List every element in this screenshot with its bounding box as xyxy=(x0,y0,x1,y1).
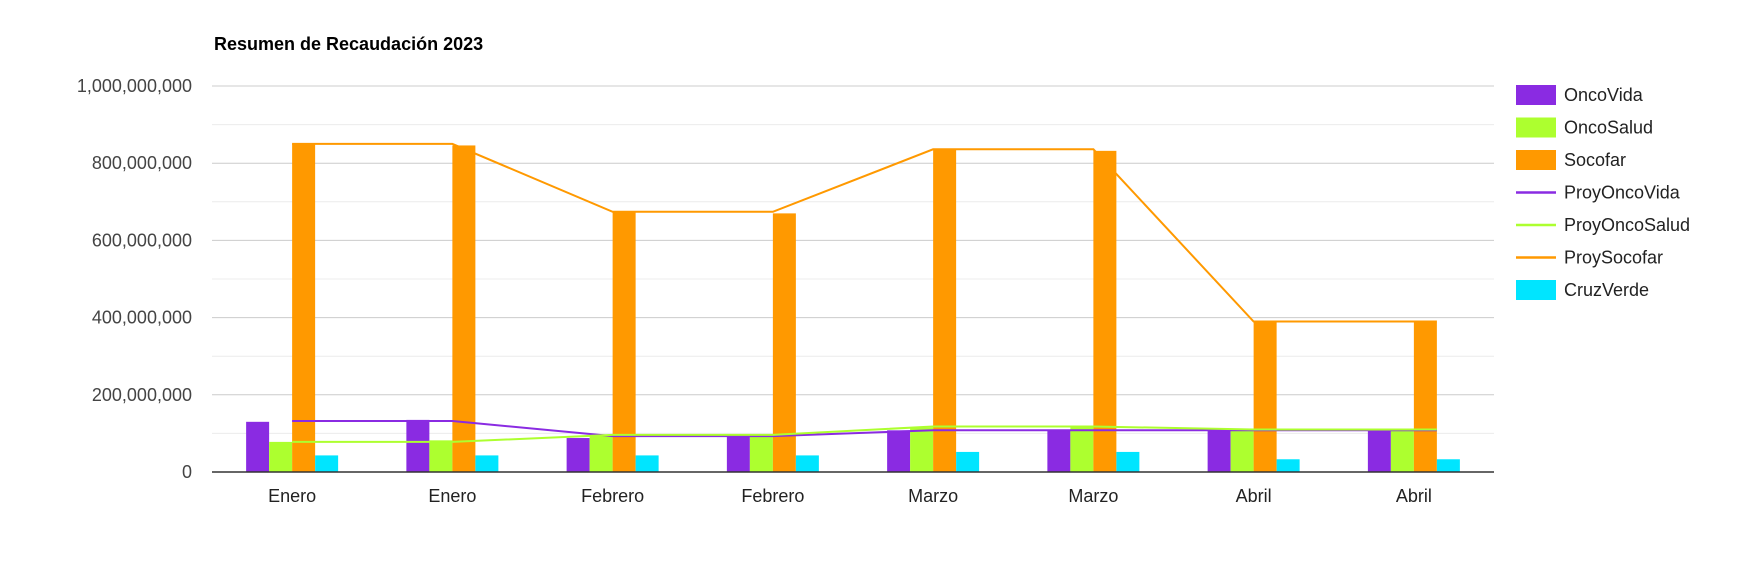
bar-socofar xyxy=(933,149,957,472)
bar-socofar xyxy=(772,213,796,472)
legend-label: CruzVerde xyxy=(1564,280,1649,300)
x-tick-label: Febrero xyxy=(741,486,804,506)
bar-cruzverde xyxy=(475,455,499,472)
bar-oncovida xyxy=(1367,430,1391,472)
bar-oncosalud xyxy=(1070,426,1094,472)
x-tick-label: Abril xyxy=(1236,486,1272,506)
line-proysocofar xyxy=(292,142,1437,323)
x-tick-label: Abril xyxy=(1396,486,1432,506)
bar-oncosalud xyxy=(269,441,293,472)
bar-cruzverde xyxy=(1276,459,1300,472)
legend-label: ProySocofar xyxy=(1564,248,1663,268)
legend-swatch-cruzverde xyxy=(1516,280,1556,300)
bar-cruzverde xyxy=(795,455,819,472)
bars xyxy=(246,143,1460,472)
line-proyoncosalud xyxy=(292,425,1437,443)
y-tick-label: 600,000,000 xyxy=(92,230,192,250)
bar-socofar xyxy=(1413,322,1437,472)
bar-oncovida xyxy=(566,438,590,472)
bar-cruzverde xyxy=(635,455,659,472)
y-tick-label: 200,000,000 xyxy=(92,385,192,405)
bar-oncovida xyxy=(246,421,270,472)
bar-oncovida xyxy=(726,436,750,472)
bar-oncosalud xyxy=(1230,429,1254,472)
bar-oncovida xyxy=(406,419,430,472)
legend-label: ProyOncoVida xyxy=(1564,183,1681,203)
bar-socofar xyxy=(612,211,636,472)
legend-label: Socofar xyxy=(1564,150,1626,170)
bar-socofar xyxy=(452,145,476,472)
x-tick-label: Enero xyxy=(268,486,316,506)
bar-cruzverde xyxy=(1436,459,1460,472)
legend-label: OncoVida xyxy=(1564,85,1644,105)
bar-oncosalud xyxy=(910,427,934,472)
x-tick-label: Marzo xyxy=(1068,486,1118,506)
grid xyxy=(212,85,1494,434)
x-tick-label: Marzo xyxy=(908,486,958,506)
y-tick-label: 800,000,000 xyxy=(92,153,192,173)
bar-socofar xyxy=(1093,150,1117,472)
bar-oncosalud xyxy=(589,434,613,472)
y-tick-label: 400,000,000 xyxy=(92,308,192,328)
y-tick-label: 0 xyxy=(182,462,192,482)
legend: OncoVida OncoSalud Socofar ProyOncoVida Proy… xyxy=(1516,85,1690,300)
bar-oncovida xyxy=(1047,429,1071,472)
legend-label: ProyOncoSalud xyxy=(1564,215,1690,235)
bar-oncovida xyxy=(1207,430,1231,472)
legend-swatch-oncovida xyxy=(1516,85,1556,105)
y-tick-label: 1,000,000,000 xyxy=(77,76,192,96)
x-tick-label: Enero xyxy=(428,486,476,506)
legend-label: OncoSalud xyxy=(1564,118,1653,138)
lines xyxy=(292,142,1437,443)
axes: 0 200,000,000 400,000,000 600,000,000 800,00… xyxy=(77,76,1494,506)
legend-swatch-socofar xyxy=(1516,150,1556,170)
chart-title: Resumen de Recaudación 2023 xyxy=(214,34,483,54)
bar-cruzverde xyxy=(1116,451,1140,472)
bar-socofar xyxy=(292,143,316,472)
bar-cruzverde xyxy=(315,455,339,472)
bar-oncovida xyxy=(887,430,911,472)
legend-swatch-oncosalud xyxy=(1516,117,1556,138)
bar-oncosalud xyxy=(749,435,773,472)
bar-socofar xyxy=(1253,321,1277,472)
bar-oncosalud xyxy=(1390,429,1414,472)
bar-oncosalud xyxy=(429,440,453,472)
bar-cruzverde xyxy=(956,451,980,472)
x-tick-label: Febrero xyxy=(581,486,644,506)
